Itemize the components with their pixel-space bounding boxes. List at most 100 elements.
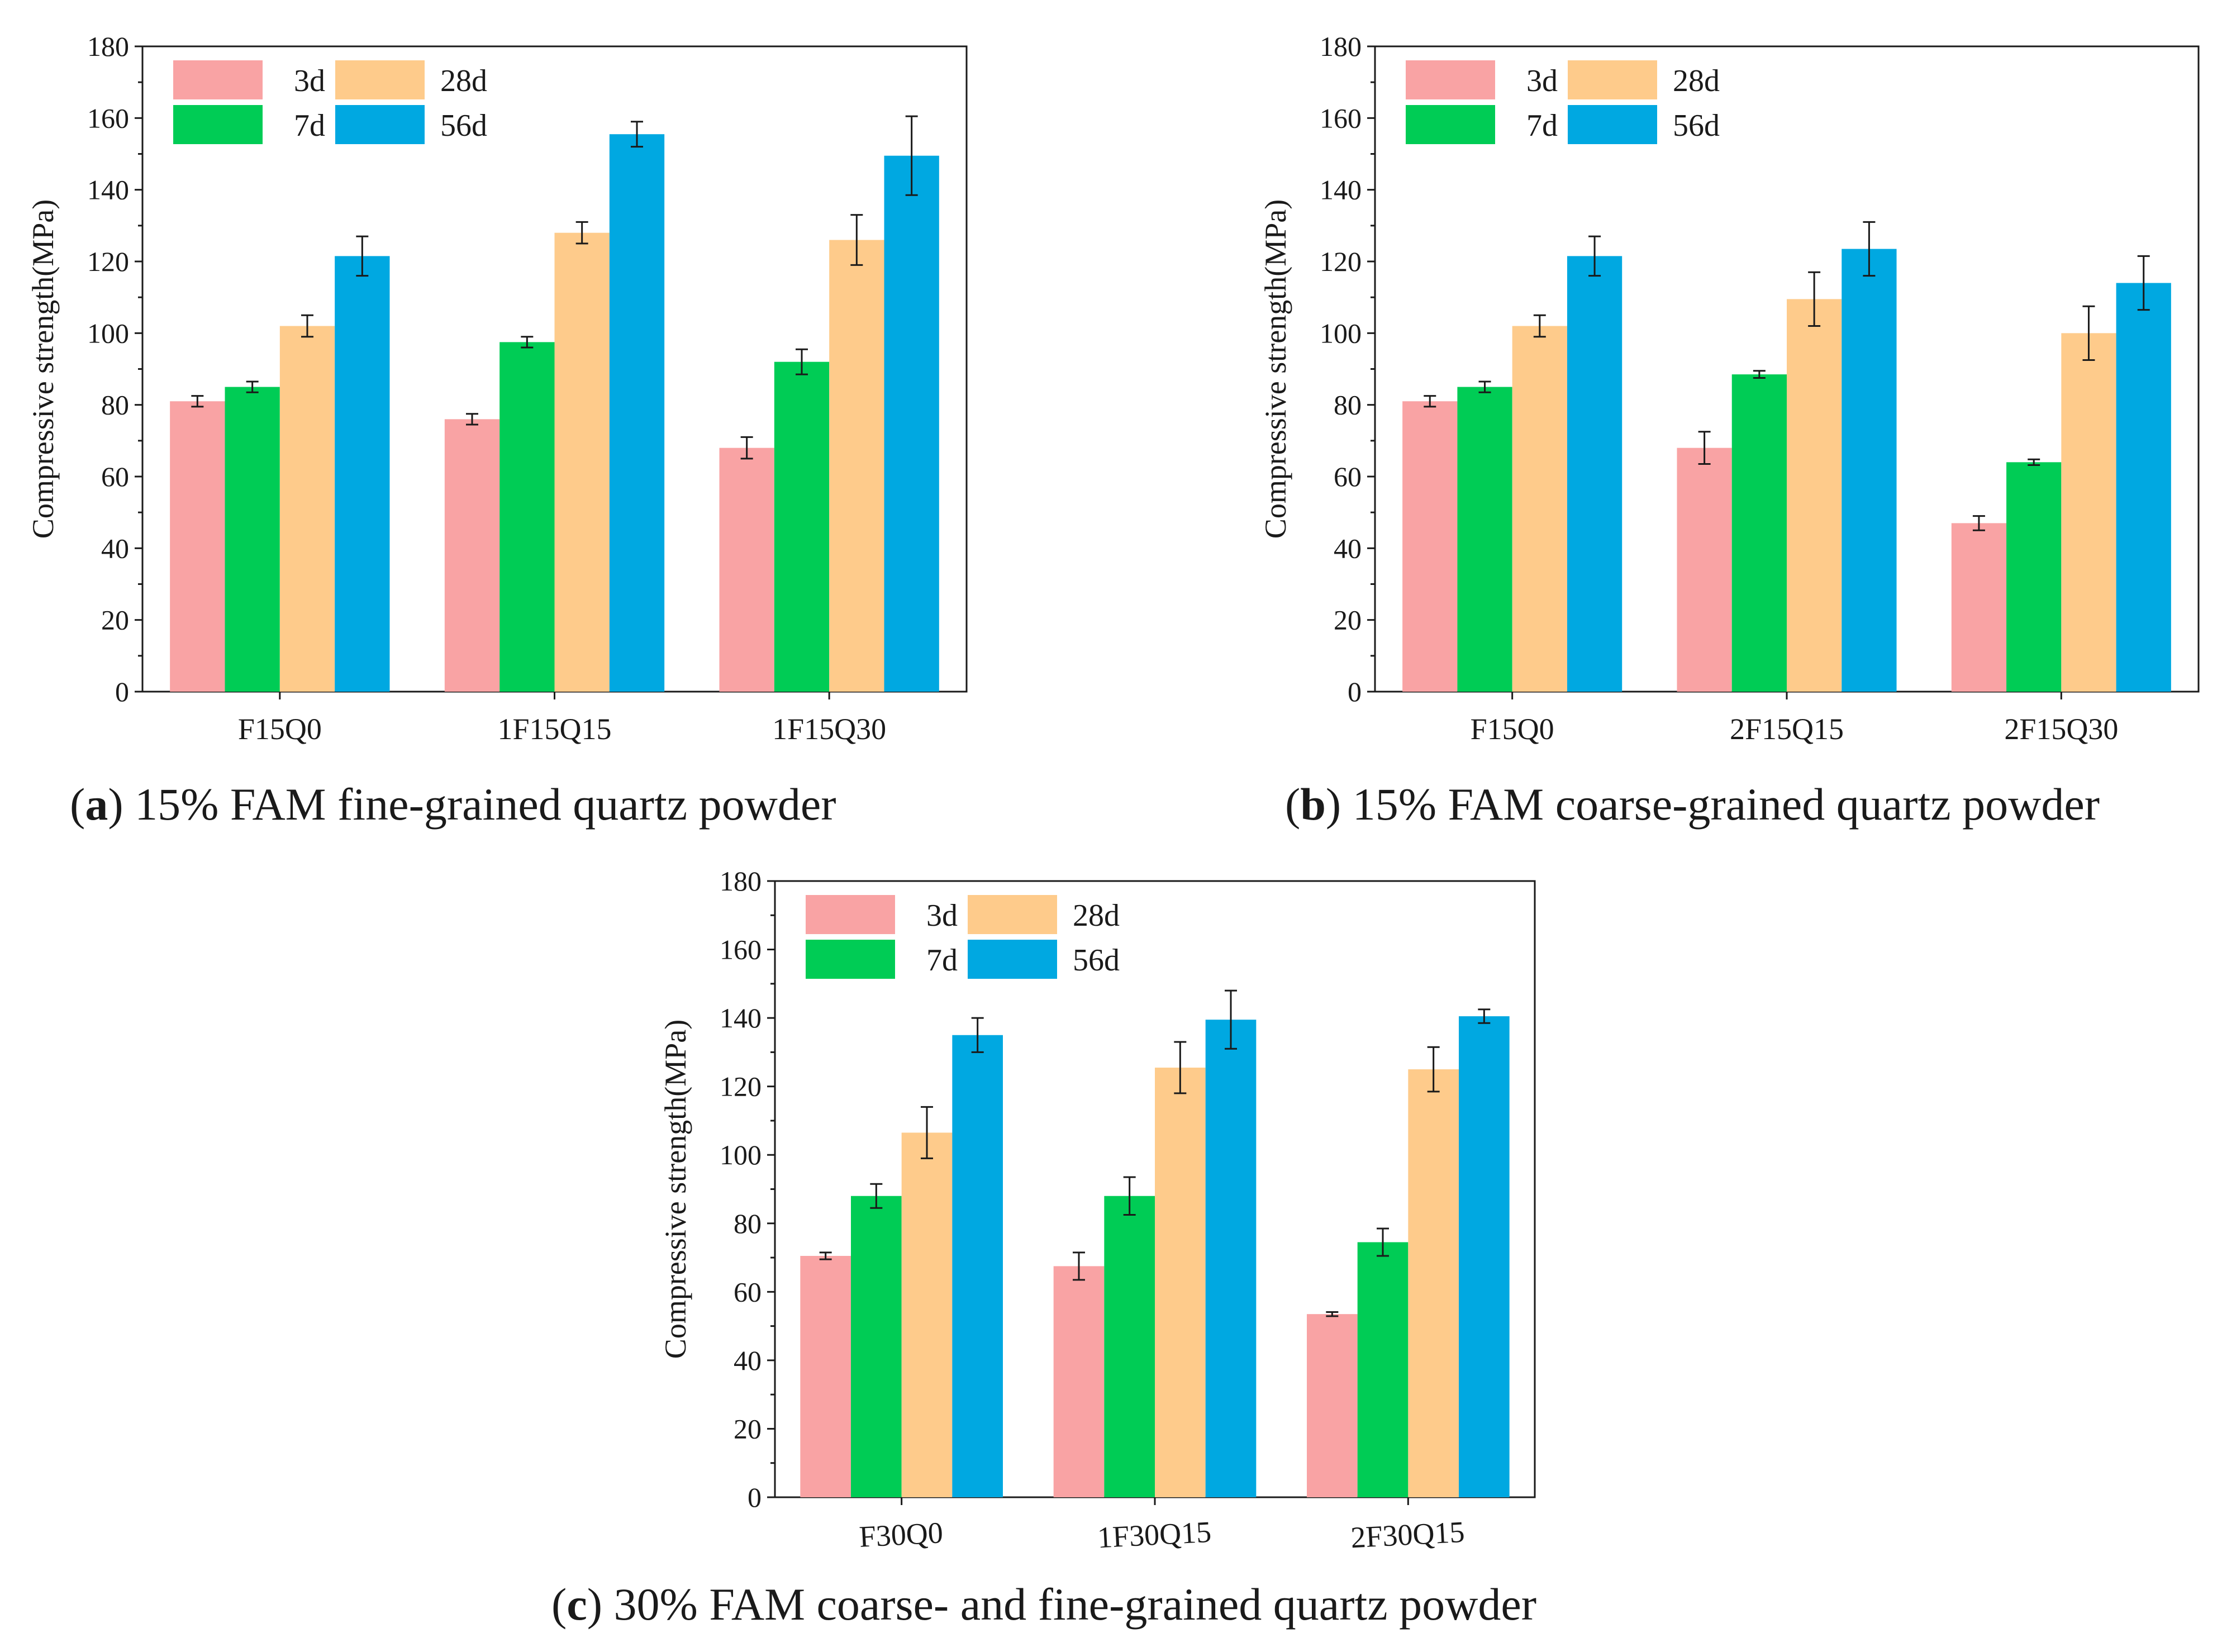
bar-b-F15Q0-28d bbox=[1512, 326, 1567, 692]
error-bar bbox=[1478, 1008, 1491, 1024]
legend-swatch-7d bbox=[806, 940, 895, 979]
legend-swatch-56d bbox=[968, 940, 1057, 979]
y-tick-label: 20 bbox=[101, 604, 129, 636]
error-bar bbox=[819, 1251, 832, 1260]
error-bar bbox=[1808, 271, 1821, 327]
error-bar bbox=[2137, 255, 2150, 311]
caption-text-a: 15% FAM fine-grained quartz powder bbox=[123, 779, 836, 830]
bar-c-1F30Q15-3d bbox=[1053, 1266, 1105, 1497]
y-tick-label: 80 bbox=[1334, 389, 1362, 421]
bar-a-F15Q0-28d bbox=[279, 326, 335, 692]
bar-a-F15Q0-3d bbox=[170, 401, 225, 692]
legend-swatch-3d bbox=[173, 60, 263, 99]
y-tick-label: 60 bbox=[734, 1276, 762, 1307]
bar-c-F30Q0-28d bbox=[901, 1132, 953, 1497]
legend-swatch-28d bbox=[968, 895, 1057, 934]
bar-c-F30Q0-7d bbox=[851, 1196, 902, 1497]
bar-b-2F15Q30-3d bbox=[1951, 523, 2007, 692]
legend-label-56d: 56d bbox=[1073, 943, 1120, 978]
error-bar bbox=[246, 380, 259, 393]
bar-b-2F15Q15-7d bbox=[1731, 374, 1787, 692]
chart-svg-a: 0 20 40 60 80 100 120 140 160 180 Compressive stre… bbox=[26, 31, 968, 746]
legend-label-3d: 3d bbox=[294, 64, 325, 98]
legend-label-28d: 28d bbox=[440, 64, 487, 98]
error-bar bbox=[1972, 515, 1985, 531]
bar-a-1F15Q15-7d bbox=[499, 342, 555, 692]
error-bar bbox=[740, 436, 753, 460]
chart-panel-a: 0 20 40 60 80 100 120 140 160 180 Compressive stre… bbox=[0, 0, 1112, 838]
error-bar bbox=[1123, 1176, 1136, 1216]
error-bar bbox=[796, 348, 808, 375]
error-bar bbox=[905, 115, 918, 196]
bar-b-F15Q0-3d bbox=[1402, 401, 1458, 692]
y-tick-label: 60 bbox=[101, 461, 129, 492]
y-tick-label: 0 bbox=[115, 676, 129, 707]
y-tick-label: 20 bbox=[1334, 604, 1362, 636]
bar-b-2F15Q15-28d bbox=[1787, 299, 1842, 692]
y-tick-label: 160 bbox=[720, 934, 762, 965]
y-tick-label: 160 bbox=[87, 102, 129, 134]
caption-b: (b) 15% FAM coarse-grained quartz powder bbox=[1285, 779, 2100, 830]
legend-swatch-28d bbox=[335, 60, 425, 99]
bar-b-2F15Q30-7d bbox=[2006, 462, 2062, 692]
y-tick-label: 140 bbox=[720, 1002, 762, 1034]
bar-b-F15Q0-56d bbox=[1567, 256, 1623, 692]
y-tick-label: 0 bbox=[1348, 676, 1362, 707]
y-tick-label: 40 bbox=[1334, 532, 1362, 564]
error-bar bbox=[466, 413, 478, 426]
caption-letter-c: c bbox=[567, 1579, 587, 1630]
legend-label-28d: 28d bbox=[1073, 898, 1120, 933]
bar-a-1F15Q30-3d bbox=[719, 447, 774, 692]
bar-a-1F15Q15-3d bbox=[444, 419, 500, 692]
legend-swatch-28d bbox=[1568, 60, 1657, 99]
error-bar bbox=[191, 395, 204, 408]
x-category-label: 1F30Q15 bbox=[1097, 1515, 1212, 1555]
y-tick-label: 40 bbox=[101, 532, 129, 564]
bar-b-2F15Q15-3d bbox=[1677, 447, 1732, 692]
legend-swatch-56d bbox=[335, 105, 425, 144]
legend-swatch-7d bbox=[173, 105, 263, 144]
error-bar bbox=[921, 1106, 933, 1159]
y-tick-label: 180 bbox=[87, 31, 129, 62]
error-bar bbox=[1863, 221, 1876, 277]
x-category-label: 2F15Q15 bbox=[1730, 712, 1844, 746]
bar-c-2F30Q15-7d bbox=[1357, 1242, 1409, 1497]
error-bar bbox=[870, 1183, 883, 1209]
error-bar bbox=[301, 314, 313, 338]
error-bar bbox=[1424, 395, 1436, 408]
error-bar bbox=[1533, 314, 1546, 338]
bar-c-1F30Q15-28d bbox=[1155, 1067, 1206, 1497]
y-tick-label: 100 bbox=[720, 1139, 762, 1170]
x-category-label: 2F15Q30 bbox=[2004, 712, 2118, 746]
bar-c-1F30Q15-56d bbox=[1205, 1020, 1257, 1497]
x-category-label: F15Q0 bbox=[238, 712, 322, 746]
caption-text-c: 30% FAM coarse- and fine-grained quartz … bbox=[602, 1579, 1537, 1630]
error-bar bbox=[2028, 458, 2040, 466]
y-tick-label: 100 bbox=[87, 317, 129, 349]
bar-a-F15Q0-56d bbox=[335, 256, 390, 692]
legend-swatch-3d bbox=[1406, 60, 1495, 99]
error-bar bbox=[356, 235, 369, 277]
legend-label-56d: 56d bbox=[1673, 108, 1720, 143]
y-tick-label: 180 bbox=[720, 865, 762, 897]
bar-b-2F15Q30-56d bbox=[2116, 283, 2171, 692]
error-bar bbox=[1427, 1046, 1440, 1093]
y-tick-label: 140 bbox=[87, 174, 129, 206]
x-category-label: 1F15Q30 bbox=[772, 712, 886, 746]
error-bar bbox=[1225, 989, 1237, 1050]
legend-label-3d: 3d bbox=[1526, 64, 1558, 98]
bar-b-2F15Q30-28d bbox=[2061, 333, 2116, 692]
legend-label-7d: 7d bbox=[926, 943, 958, 978]
bar-c-2F30Q15-3d bbox=[1307, 1314, 1358, 1497]
y-tick-label: 180 bbox=[1320, 31, 1362, 62]
bar-c-2F30Q15-56d bbox=[1459, 1016, 1510, 1497]
bar-b-2F15Q15-56d bbox=[1842, 249, 1897, 692]
error-bar bbox=[521, 336, 534, 349]
y-tick-label: 120 bbox=[1320, 246, 1362, 277]
caption-text-b: 15% FAM coarse-grained quartz powder bbox=[1341, 779, 2100, 830]
legend-swatch-7d bbox=[1406, 105, 1495, 144]
error-bar bbox=[1753, 370, 1766, 379]
legend-swatch-56d bbox=[1568, 105, 1657, 144]
